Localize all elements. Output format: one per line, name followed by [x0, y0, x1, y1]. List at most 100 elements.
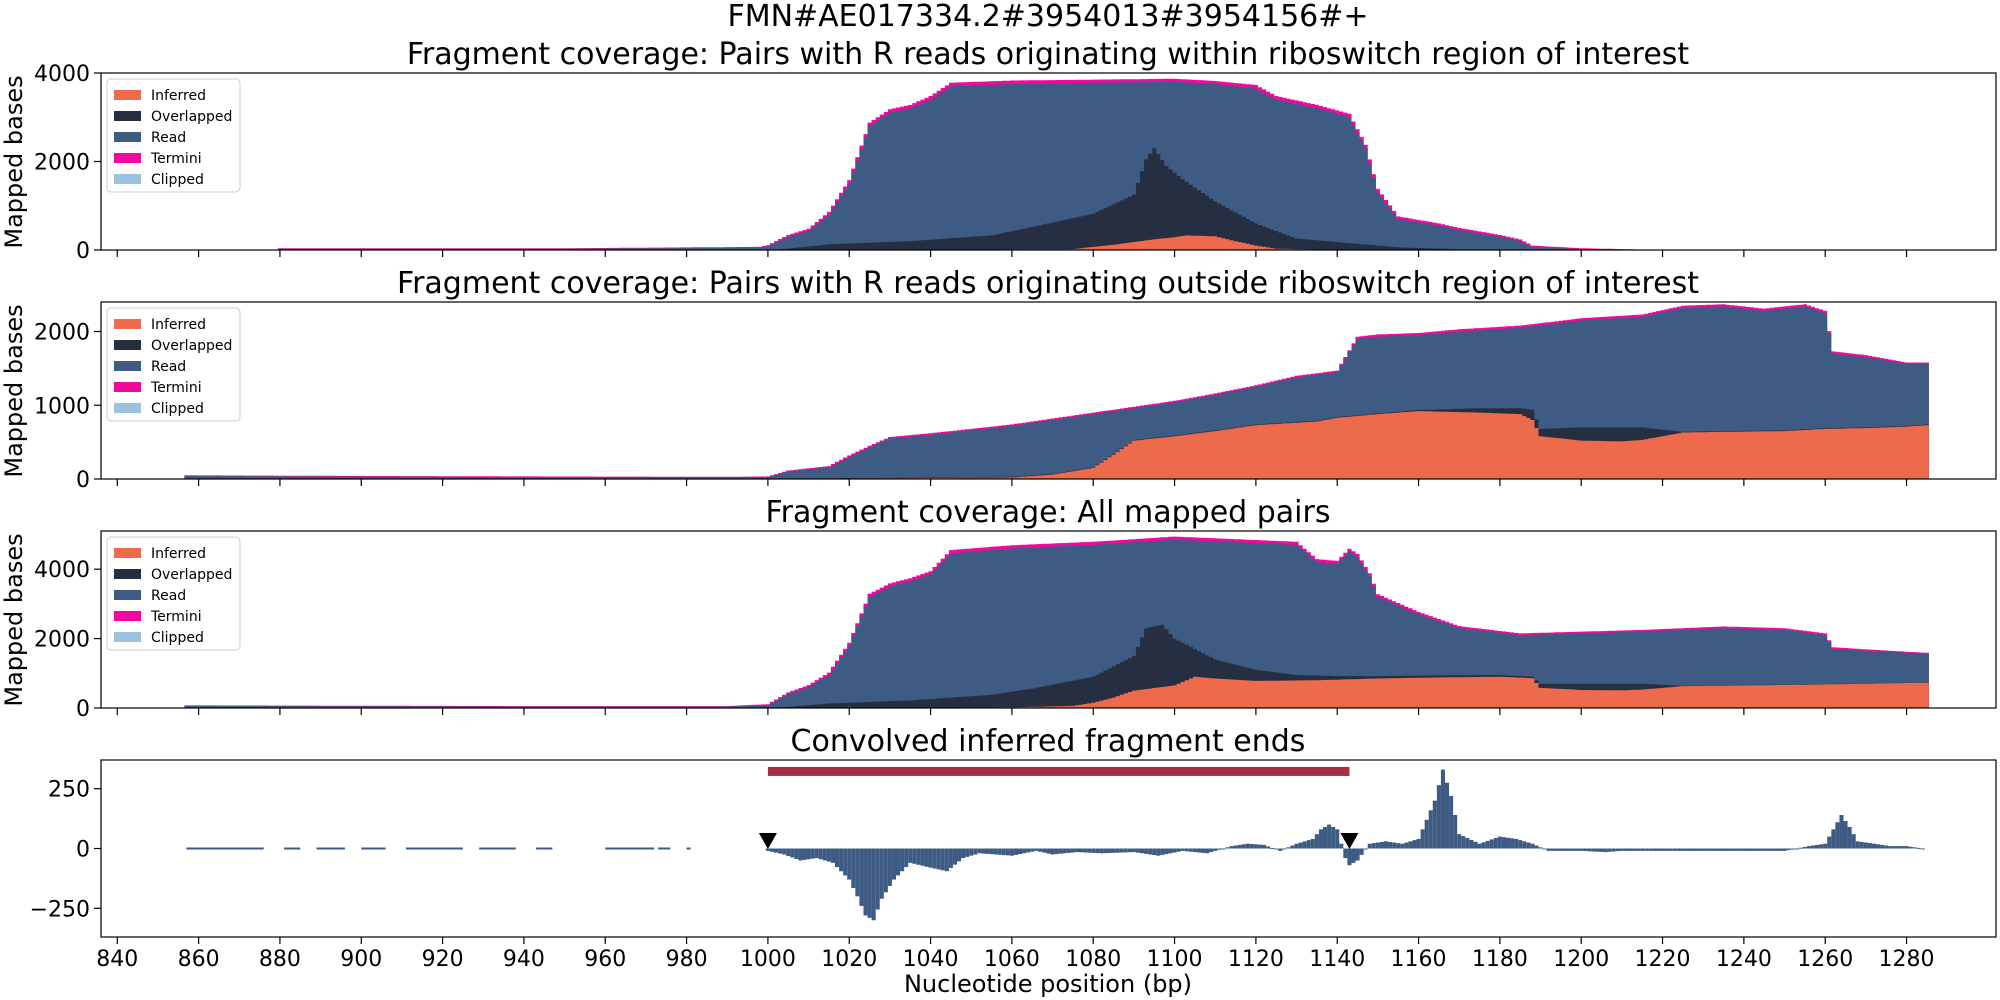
- bar: [1087, 848, 1092, 853]
- bar: [871, 848, 876, 921]
- bar: [1562, 848, 1567, 851]
- bar: [1396, 843, 1401, 849]
- bar: [1371, 843, 1376, 849]
- bar: [1192, 848, 1197, 853]
- bar: [1156, 848, 1161, 856]
- baseline-segment: [536, 847, 553, 850]
- bar: [1249, 844, 1254, 849]
- bar: [1188, 848, 1193, 852]
- bar: [1912, 847, 1917, 849]
- bar: [1200, 848, 1206, 853]
- bar: [932, 848, 937, 869]
- bar: [1461, 836, 1466, 849]
- bar: [1554, 848, 1559, 851]
- bar: [1001, 848, 1006, 856]
- bar: [1546, 848, 1551, 851]
- bar: [1542, 848, 1547, 850]
- legend-label-termini: Termini: [150, 609, 202, 625]
- bar: [1871, 843, 1877, 849]
- bar: [1810, 845, 1816, 849]
- bar: [1428, 810, 1433, 849]
- y-axis-label: Mapped bases: [0, 75, 28, 248]
- legend-swatch-inferred: [114, 319, 141, 329]
- legend-label-inferred: Inferred: [151, 317, 206, 333]
- bar: [1196, 848, 1201, 853]
- x-tick-label: 1200: [1553, 947, 1609, 972]
- bar: [875, 848, 880, 910]
- x-tick-label: 1060: [984, 947, 1040, 972]
- x-tick-label: 1120: [1228, 947, 1284, 972]
- bar: [1294, 843, 1299, 849]
- bar: [1688, 848, 1694, 851]
- bar: [957, 848, 962, 862]
- x-tick-label: 1000: [740, 947, 796, 972]
- bar: [1339, 843, 1344, 849]
- y-tick-label: 2000: [34, 321, 90, 346]
- bar: [1579, 848, 1584, 851]
- bar: [843, 848, 848, 876]
- bar: [1534, 845, 1539, 849]
- bar: [1253, 844, 1258, 849]
- bar: [1412, 840, 1417, 849]
- x-tick-label: 1080: [1065, 947, 1121, 972]
- bar: [900, 848, 905, 872]
- series-inferred: [184, 676, 1929, 708]
- baseline-segment: [283, 847, 301, 850]
- y-tick-label: −250: [30, 897, 90, 922]
- axes-frame: [100, 301, 1997, 480]
- bar: [1497, 836, 1502, 849]
- bar: [993, 848, 998, 855]
- y-tick-label: 0: [76, 468, 90, 493]
- bar: [782, 848, 787, 855]
- bar: [1749, 848, 1755, 851]
- panel-all-mapped: Fragment coverage: All mapped pairs 0 200…: [0, 495, 1997, 722]
- bar: [1184, 848, 1189, 852]
- bar: [1314, 834, 1319, 849]
- bar: [818, 848, 823, 860]
- bar: [1737, 848, 1742, 851]
- bar: [1469, 839, 1474, 849]
- bar: [1648, 848, 1653, 851]
- y-tick-label: 2000: [34, 628, 90, 653]
- bar: [920, 848, 925, 866]
- bar: [1026, 848, 1031, 853]
- bar: [1599, 848, 1604, 852]
- bar: [924, 848, 929, 867]
- bar: [1388, 841, 1393, 849]
- bar: [851, 848, 856, 888]
- bar: [806, 848, 811, 860]
- legend-label-clipped: Clipped: [151, 172, 204, 188]
- bar: [1449, 795, 1454, 849]
- bar: [1302, 841, 1307, 849]
- bar: [1217, 848, 1222, 850]
- x-tick-label: 860: [178, 947, 220, 972]
- x-tick-label: 1160: [1391, 947, 1447, 972]
- x-tick-label: 1100: [1147, 947, 1203, 972]
- legend: Inferred Overlapped Read Termini Clipped: [106, 78, 241, 193]
- bar: [981, 848, 986, 854]
- bar: [1282, 848, 1287, 850]
- bar: [1701, 848, 1706, 851]
- bar: [1408, 841, 1413, 849]
- bar: [1876, 844, 1881, 849]
- legend-swatch-inferred: [114, 548, 141, 558]
- baseline-segment: [361, 847, 386, 850]
- legend-label-overlapped: Overlapped: [151, 567, 232, 583]
- bar: [977, 848, 982, 854]
- bar: [1855, 841, 1860, 849]
- bar: [1595, 848, 1600, 852]
- bar: [1013, 848, 1019, 855]
- bar: [896, 848, 901, 876]
- bar: [1481, 842, 1486, 849]
- panel-title: Fragment coverage: Pairs with R reads or…: [397, 266, 1699, 301]
- x-tick-label: 1140: [1309, 947, 1365, 972]
- x-tick-label: 940: [503, 947, 545, 972]
- bar: [1851, 834, 1856, 849]
- bar: [1099, 848, 1104, 854]
- bar: [1745, 848, 1750, 851]
- series-inferred: [277, 235, 1380, 250]
- bar: [965, 848, 970, 857]
- bar: [1306, 840, 1311, 849]
- bar: [1615, 848, 1620, 852]
- baseline-segment: [186, 847, 264, 850]
